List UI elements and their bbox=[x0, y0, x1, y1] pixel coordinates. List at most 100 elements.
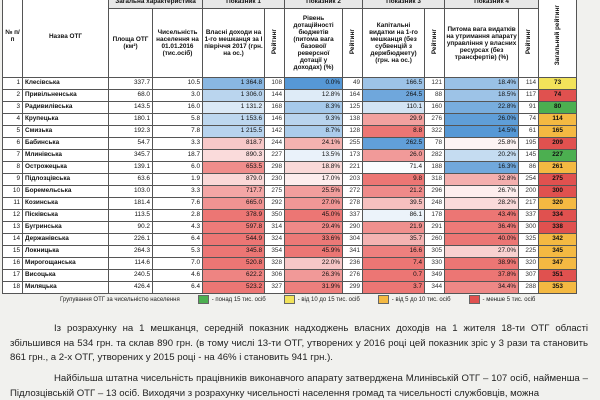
cell: 262.5 bbox=[362, 137, 426, 150]
cell: 17.0% bbox=[284, 173, 344, 186]
total-rating: 80 bbox=[538, 101, 578, 114]
cell: 8.7% bbox=[284, 125, 344, 138]
rating-cell: 230 bbox=[264, 173, 286, 186]
table-row: 8 Острожецька 139.1 6.0 653.5 298 18.8% 221 71.4… bbox=[2, 161, 578, 174]
legend-item: - понад 15 тис. осіб bbox=[197, 295, 266, 304]
cell: 378.9 bbox=[202, 209, 266, 222]
cell: 180.1 bbox=[108, 113, 153, 126]
total-rating: 334 bbox=[538, 209, 578, 222]
cell: 35.7 bbox=[362, 233, 426, 246]
rating-cell: 272 bbox=[342, 185, 364, 198]
cell: 54.7 bbox=[108, 137, 153, 150]
cell: 18.8% bbox=[284, 161, 344, 174]
cell: 34.4% bbox=[444, 281, 520, 294]
cell: 113.5 bbox=[108, 209, 153, 222]
cell: 6.0 bbox=[151, 161, 204, 174]
cell: 21.9 bbox=[362, 221, 426, 234]
rating-cell: 327 bbox=[264, 281, 286, 294]
rating-cell: 142 bbox=[264, 125, 286, 138]
total-rating: 353 bbox=[538, 281, 578, 294]
row-number: 17 bbox=[2, 269, 23, 282]
cell: 16.6 bbox=[362, 245, 426, 258]
community-name: Бугринська bbox=[22, 221, 109, 234]
cell: 8.3% bbox=[284, 101, 344, 114]
rating-cell: 291 bbox=[424, 221, 446, 234]
cell: 24.1% bbox=[284, 137, 344, 150]
rating-cell: 354 bbox=[264, 245, 286, 258]
rating-cell: 330 bbox=[424, 257, 446, 270]
rating-cell: 306 bbox=[264, 269, 286, 282]
total-rating: 114 bbox=[538, 113, 578, 126]
cell: 86.1 bbox=[362, 209, 426, 222]
cell: 21.2 bbox=[362, 185, 426, 198]
header-text: Рейтинг bbox=[349, 29, 357, 55]
row-number: 2 bbox=[2, 89, 23, 102]
total-rating: 275 bbox=[538, 173, 578, 186]
rating-cell: 114 bbox=[518, 77, 540, 90]
cell: 9.8 bbox=[362, 173, 426, 186]
rating-cell: 160 bbox=[424, 101, 446, 114]
total-rating: 73 bbox=[538, 77, 578, 90]
rating-cell: 88 bbox=[424, 89, 446, 102]
rating-cell: 248 bbox=[424, 197, 446, 210]
rating-cell: 74 bbox=[518, 113, 540, 126]
rating-cell: 86 bbox=[518, 161, 540, 174]
community-name: Висоцька bbox=[22, 269, 109, 282]
total-rating: 300 bbox=[538, 185, 578, 198]
cell: 20.2% bbox=[444, 149, 520, 162]
column-header: Загальний рейтинг bbox=[538, 0, 578, 78]
cell: 143.5 bbox=[108, 101, 153, 114]
rating-cell: 236 bbox=[342, 257, 364, 270]
cell: 181.4 bbox=[108, 197, 153, 210]
cell: 5.8 bbox=[151, 113, 204, 126]
cell: 38.9% bbox=[444, 257, 520, 270]
cell: 345.7 bbox=[108, 149, 153, 162]
row-number: 3 bbox=[2, 101, 23, 114]
community-name: Млинівська bbox=[22, 149, 109, 162]
cell: 7.0 bbox=[151, 257, 204, 270]
column-header: Власні доходи на 1-го мешканця за І півр… bbox=[202, 8, 266, 78]
rating-cell: 307 bbox=[518, 269, 540, 282]
cell: 13.5% bbox=[284, 149, 344, 162]
cell: 39.5 bbox=[362, 197, 426, 210]
cell: 3.3 bbox=[151, 185, 204, 198]
total-rating: 347 bbox=[538, 257, 578, 270]
cell: 25.8% bbox=[444, 137, 520, 150]
legend-item: - менше 5 тис. осіб bbox=[468, 295, 535, 304]
community-name: Смизька bbox=[22, 125, 109, 138]
row-number: 4 bbox=[2, 113, 23, 126]
legend-label: - понад 15 тис. осіб bbox=[211, 296, 266, 303]
rating-cell: 225 bbox=[518, 245, 540, 258]
legend-label: - від 5 до 10 тис. осіб bbox=[391, 296, 451, 303]
column-header: Назва ОТГ bbox=[22, 0, 109, 78]
paragraph: Найбільша штатна чисельність працівників… bbox=[10, 373, 588, 399]
cell: 18.7 bbox=[151, 149, 204, 162]
rating-cell: 125 bbox=[342, 101, 364, 114]
rating-cell: 328 bbox=[264, 257, 286, 270]
rating-cell: 203 bbox=[342, 173, 364, 186]
header-row: № п/п Назва ОТГ Загальна характеристика Пок… bbox=[2, 0, 578, 78]
rating-cell: 290 bbox=[342, 221, 364, 234]
group-header: Показник 1 bbox=[202, 0, 286, 9]
cell: 1 215.5 bbox=[202, 125, 266, 138]
cell: 36.4% bbox=[444, 221, 520, 234]
cell: 8.8 bbox=[362, 125, 426, 138]
rating-cell: 227 bbox=[264, 149, 286, 162]
cell: 192.3 bbox=[108, 125, 153, 138]
cell: 68.0 bbox=[108, 89, 153, 102]
community-name: Боремельська bbox=[22, 185, 109, 198]
table-row: 12 Пісківська 113.5 2.8 378.9 350 45.0% 337 86.1… bbox=[2, 209, 578, 222]
cell: 4.3 bbox=[151, 221, 204, 234]
table-header: № п/п Назва ОТГ Загальна характеристика Пок… bbox=[2, 0, 578, 78]
rating-cell: 78 bbox=[424, 137, 446, 150]
paragraph: Із розрахунку на 1 мешканця, середній по… bbox=[10, 323, 588, 363]
cell: 31.9% bbox=[284, 281, 344, 294]
cell: 597.8 bbox=[202, 221, 266, 234]
cell: 18.4% bbox=[444, 77, 520, 90]
table-row: 10 Боремельська 103.0 3.3 717.7 275 25.5% 272 21… bbox=[2, 185, 578, 198]
community-name: Крупецька bbox=[22, 113, 109, 126]
table-row: 15 Локницька 264.3 5.3 345.8 354 45.9% 341 16.6 3… bbox=[2, 245, 578, 258]
rating-cell: 278 bbox=[342, 197, 364, 210]
cell: 32.8% bbox=[444, 173, 520, 186]
rating-cell: 298 bbox=[264, 161, 286, 174]
